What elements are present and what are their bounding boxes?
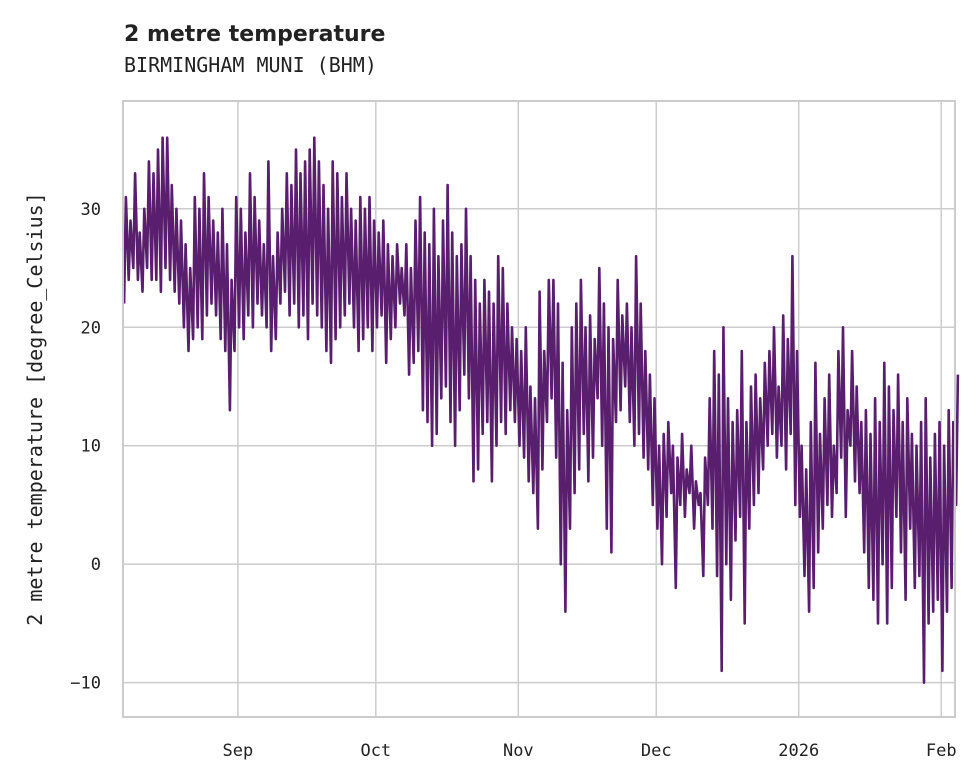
y-tick-label: 0 xyxy=(91,555,101,575)
y-axis-label: 2 metre temperature [degree_Celsius] xyxy=(23,192,47,625)
y-tick-label: 10 xyxy=(81,437,101,457)
chart-subtitle: BIRMINGHAM MUNI (BHM) xyxy=(124,53,377,77)
x-tick-label: Sep xyxy=(223,741,254,761)
x-tick-label: Oct xyxy=(360,741,391,761)
x-tick-label: Dec xyxy=(641,741,672,761)
y-tick-label: 30 xyxy=(81,200,101,220)
temperature-line xyxy=(122,136,960,684)
plot-frame xyxy=(122,100,956,718)
x-tick-label: Nov xyxy=(503,741,534,761)
grid xyxy=(123,101,955,717)
chart-title: 2 metre temperature xyxy=(124,22,385,47)
x-tick-label: Feb xyxy=(926,741,957,761)
tick-labels: −10 0 10 20 30 Sep Oct Nov Dec 2026 Feb xyxy=(70,200,956,761)
y-tick-label: −10 xyxy=(70,674,101,694)
series-layer xyxy=(122,136,960,684)
y-tick-label: 20 xyxy=(81,318,101,338)
x-tick-label: 2026 xyxy=(778,741,819,761)
